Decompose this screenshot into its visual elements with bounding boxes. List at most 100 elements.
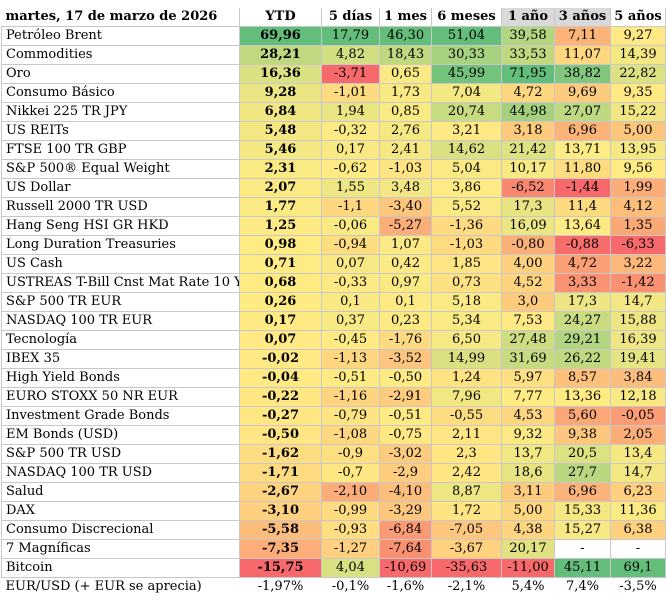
cell-3y: - (554, 539, 611, 559)
cell-ytd: 69,96 (239, 26, 322, 46)
table-row: US Dollar 2,07 1,55 3,48 3,86 -6,52 -1,44 1,99 (1, 178, 666, 198)
cell-1m: 0,23 (379, 311, 432, 331)
cell-1m: -2,9 (379, 463, 432, 483)
cell-5y: 9,35 (610, 83, 666, 103)
asset-name: US Cash (1, 254, 240, 274)
asset-name: Oro (1, 64, 240, 84)
table-row: EURO STOXX 50 NR EUR -0,22 -1,16 -2,91 7,96 7… (1, 387, 666, 407)
footer-cell-1m: -1,6% (379, 577, 432, 596)
cell-1y: 31,69 (501, 349, 555, 369)
table-row: NASDAQ 100 TR USD -1,71 -0,7 -2,9 2,42 18,6 27… (1, 463, 666, 483)
cell-1m: 0,42 (379, 254, 432, 274)
table-row: EM Bonds (USD) -0,50 -1,08 -0,75 2,11 9,32 9,3… (1, 425, 666, 445)
cell-5y: 2,05 (610, 425, 666, 445)
cell-6m: 6,50 (431, 330, 502, 350)
cell-5d: 0,07 (321, 254, 380, 274)
cell-5d: -0,93 (321, 520, 380, 540)
cell-1m: -1,03 (379, 159, 432, 179)
cell-5y: - (610, 539, 666, 559)
cell-ytd: -0,04 (239, 368, 322, 388)
cell-ytd: 6,84 (239, 102, 322, 122)
cell-1m: 18,43 (379, 45, 432, 65)
cell-ytd: 5,48 (239, 121, 322, 141)
cell-3y: 7,11 (554, 26, 611, 46)
asset-name: Consumo Básico (1, 83, 240, 103)
asset-name: US Dollar (1, 178, 240, 198)
asset-name: High Yield Bonds (1, 368, 240, 388)
cell-1y: 13,7 (501, 444, 555, 464)
cell-6m: 5,34 (431, 311, 502, 331)
cell-5y: 13,95 (610, 140, 666, 160)
cell-5y: 6,23 (610, 482, 666, 502)
col-header-1y: 1 año (501, 8, 555, 27)
cell-1y: 5,00 (501, 501, 555, 521)
cell-6m: 1,72 (431, 501, 502, 521)
cell-5y: 1,35 (610, 216, 666, 236)
table-row: Russell 2000 TR USD 1,77 -1,1 -3,40 5,52 17,3… (1, 197, 666, 217)
cell-3y: 15,27 (554, 520, 611, 540)
cell-5d: -0,62 (321, 159, 380, 179)
footer-cell-5y: -3,5% (610, 577, 666, 596)
cell-6m: 3,21 (431, 121, 502, 141)
cell-5y: 19,41 (610, 349, 666, 369)
table-row: S&P 500 TR EUR 0,26 0,1 0,1 5,18 3,0 17,3 14,7 (1, 292, 666, 312)
footer-row: EUR/USD (+ EUR se aprecia) -1,97% -0,1% -1,… (1, 577, 666, 596)
col-header-5y: 5 años (610, 8, 666, 27)
cell-5y: 5,00 (610, 121, 666, 141)
asset-name: Hang Seng HSI GR HKD (1, 216, 240, 236)
cell-3y: 8,57 (554, 368, 611, 388)
table-row: Nikkei 225 TR JPY 6,84 1,94 0,85 20,74 44,98 2… (1, 102, 666, 122)
cell-6m: 2,3 (431, 444, 502, 464)
cell-1m: 46,30 (379, 26, 432, 46)
cell-1y: 18,6 (501, 463, 555, 483)
cell-ytd: 0,68 (239, 273, 322, 293)
cell-1m: -0,50 (379, 368, 432, 388)
table-row: Consumo Básico 9,28 -1,01 1,73 7,04 4,72 9,69 9… (1, 83, 666, 103)
cell-ytd: 0,98 (239, 235, 322, 255)
cell-3y: 13,71 (554, 140, 611, 160)
cell-ytd: -1,71 (239, 463, 322, 483)
cell-3y: 11,80 (554, 159, 611, 179)
asset-name: NASDAQ 100 TR EUR (1, 311, 240, 331)
col-header-ytd: YTD (239, 8, 322, 27)
cell-5d: -0,9 (321, 444, 380, 464)
col-header-6m: 6 meses (431, 8, 502, 27)
cell-ytd: 1,25 (239, 216, 322, 236)
cell-5y: 15,22 (610, 102, 666, 122)
cell-1m: -2,91 (379, 387, 432, 407)
cell-1y: -6,52 (501, 178, 555, 198)
table-row: Commodities 28,21 4,82 18,43 30,33 33,53 11,07… (1, 45, 666, 65)
cell-5d: 0,17 (321, 140, 380, 160)
asset-name: Tecnología (1, 330, 240, 350)
cell-1m: 0,65 (379, 64, 432, 84)
cell-1m: 0,97 (379, 273, 432, 293)
cell-5d: 0,37 (321, 311, 380, 331)
cell-5d: -0,79 (321, 406, 380, 426)
header-row: martes, 17 de marzo de 2026 YTD 5 días 1… (2, 8, 666, 27)
cell-3y: 26,22 (554, 349, 611, 369)
cell-ytd: 2,31 (239, 159, 322, 179)
cell-5d: -0,7 (321, 463, 380, 483)
cell-5y: -0,05 (610, 406, 666, 426)
cell-1y: 4,53 (501, 406, 555, 426)
cell-3y: 6,96 (554, 482, 611, 502)
cell-1y: 71,95 (501, 64, 555, 84)
cell-5y: 12,18 (610, 387, 666, 407)
cell-3y: 17,3 (554, 292, 611, 312)
asset-name: EM Bonds (USD) (1, 425, 240, 445)
cell-5d: -1,13 (321, 349, 380, 369)
cell-ytd: -5,58 (239, 520, 322, 540)
table-row: Hang Seng HSI GR HKD 1,25 -0,06 -5,27 -1,36 1… (1, 216, 666, 236)
cell-6m: 0,73 (431, 273, 502, 293)
asset-name: US REITs (1, 121, 240, 141)
cell-ytd: 9,28 (239, 83, 322, 103)
table-row: Investment Grade Bonds -0,27 -0,79 -0,51 -0,… (1, 406, 666, 426)
cell-5d: -0,51 (321, 368, 380, 388)
cell-1y: 33,53 (501, 45, 555, 65)
cell-ytd: 0,17 (239, 311, 322, 331)
cell-5d: -0,99 (321, 501, 380, 521)
cell-ytd: 0,71 (239, 254, 322, 274)
cell-6m: 8,87 (431, 482, 502, 502)
cell-1y: -11,00 (501, 558, 555, 578)
cell-1m: 1,07 (379, 235, 432, 255)
